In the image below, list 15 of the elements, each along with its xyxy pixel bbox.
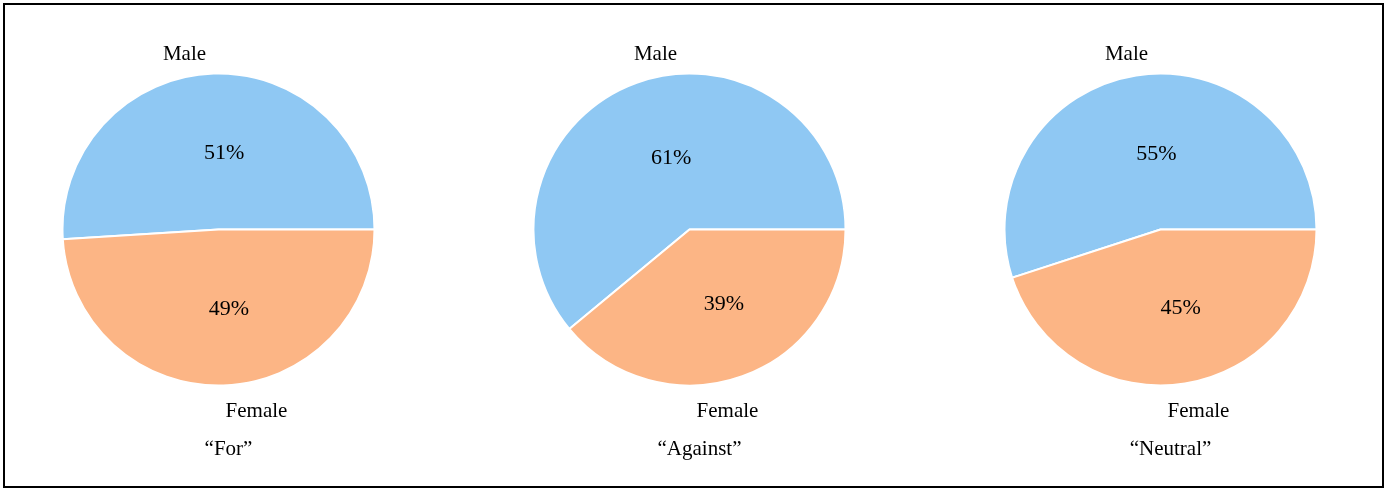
data-label: 45% xyxy=(1160,294,1201,320)
slice-label: Male xyxy=(162,40,207,65)
data-label: 39% xyxy=(703,290,745,316)
slice-label: Male xyxy=(633,40,678,65)
text: “Neutral” xyxy=(1129,435,1212,460)
slice-label: Female xyxy=(696,397,759,422)
slice-label: Female xyxy=(1167,397,1230,422)
data-label: 49% xyxy=(208,294,250,320)
slice-label: Male xyxy=(1104,40,1149,65)
text: “Against” xyxy=(657,435,742,460)
data-label: 61% xyxy=(650,143,692,169)
data-label: 51% xyxy=(203,139,245,165)
text: “For” xyxy=(204,435,253,460)
slice-label: Female xyxy=(225,397,288,422)
data-label: 55% xyxy=(1136,139,1177,165)
